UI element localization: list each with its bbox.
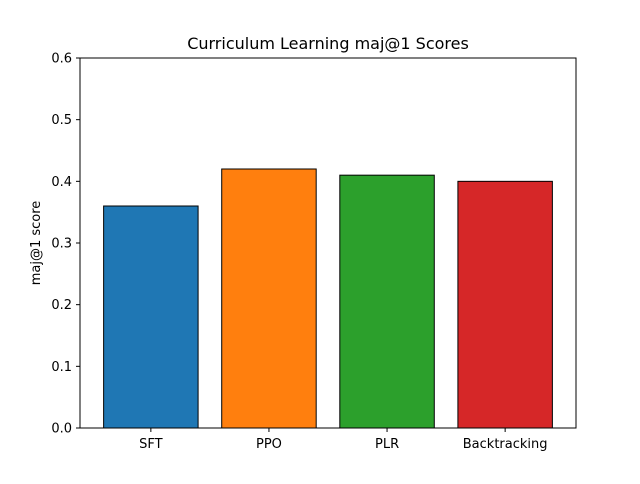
bars-group: [103, 168, 553, 429]
y-tick-label: 0.2: [51, 298, 72, 313]
x-tick-label: PLR: [375, 437, 399, 452]
x-tick-label: Backtracking: [463, 437, 548, 452]
y-axis-label: maj@1 score: [29, 201, 44, 286]
y-tick-label: 0.4: [51, 175, 72, 190]
bar-sft: [103, 205, 199, 429]
y-tick-label: 0.5: [51, 113, 72, 128]
x-axis: SFT PPO PLR Backtracking: [139, 428, 548, 452]
bar-ppo: [221, 168, 317, 429]
y-tick-label: 0.3: [51, 237, 72, 252]
bar-plr: [339, 174, 435, 429]
x-tick-label: SFT: [139, 437, 163, 452]
y-tick-label: 0.6: [51, 52, 72, 67]
x-tick-label: PPO: [256, 437, 282, 452]
y-tick-label: 0.0: [51, 422, 72, 437]
y-axis: 0.0 0.1 0.2 0.3 0.4 0.5 0.6: [51, 52, 80, 437]
y-tick-label: 0.1: [51, 360, 72, 375]
bar-backtracking: [457, 180, 553, 429]
chart-title: Curriculum Learning maj@1 Scores: [187, 34, 469, 53]
plot-area-frame: [79, 57, 577, 429]
